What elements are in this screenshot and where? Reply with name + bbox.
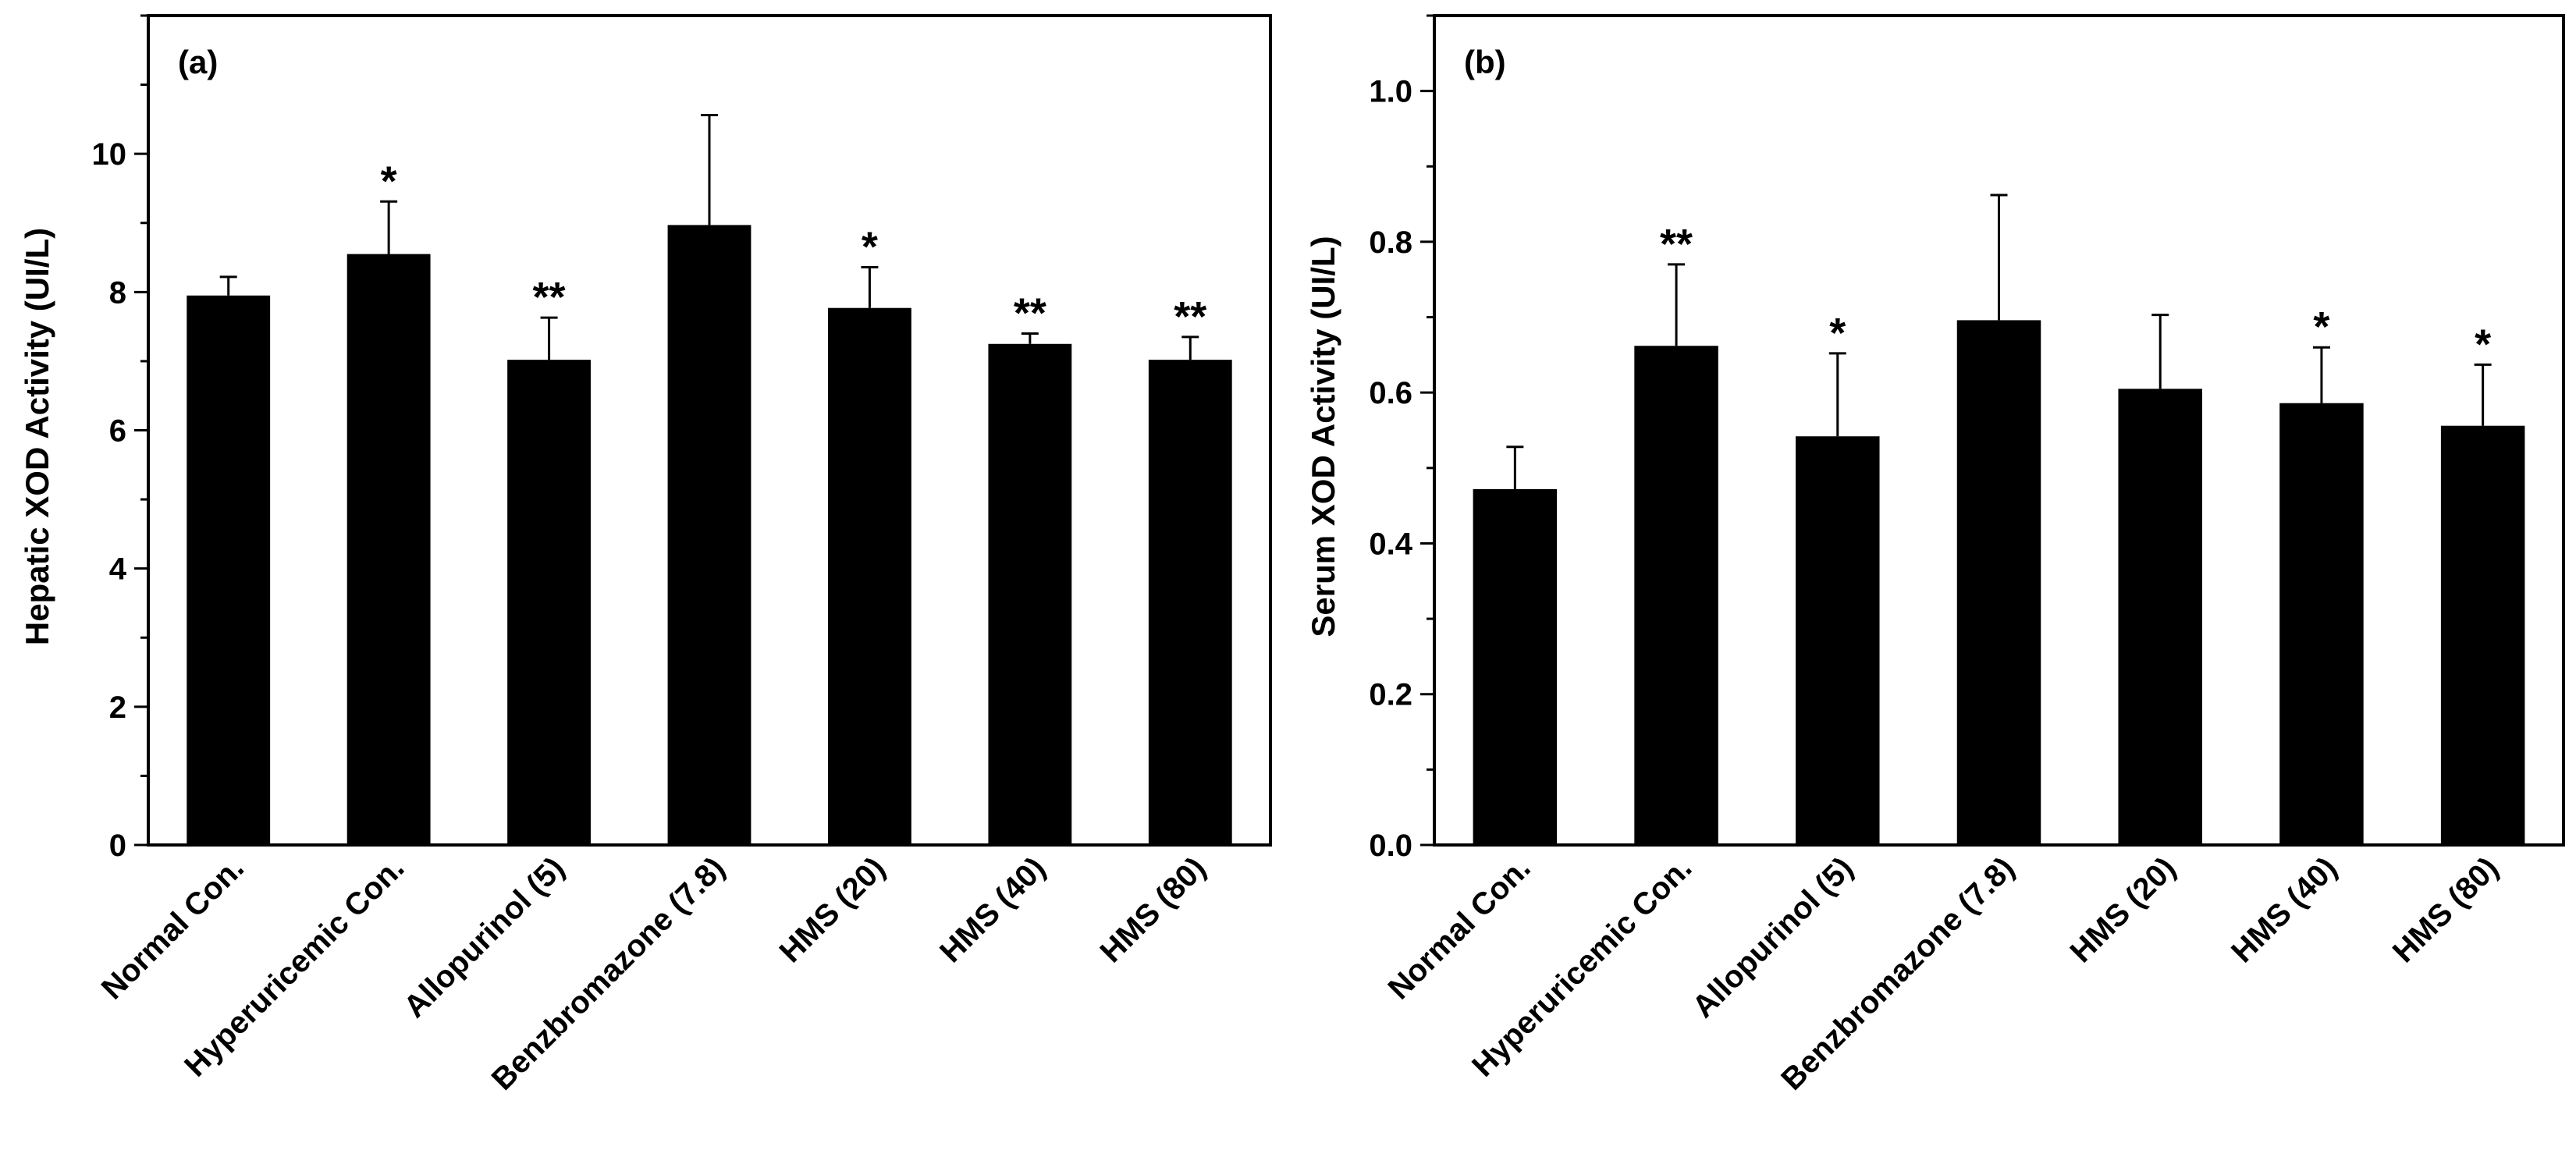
category-label-b-5: HMS (40) bbox=[2225, 850, 2343, 969]
y-tick-label-b-4: 0.8 bbox=[1369, 225, 1412, 260]
category-label-b-6: HMS (80) bbox=[2386, 850, 2505, 969]
category-label-b-4: HMS (20) bbox=[2063, 850, 2182, 969]
bar-a-5 bbox=[988, 343, 1072, 845]
bar-b-5 bbox=[2279, 403, 2364, 845]
bar-a-2 bbox=[507, 360, 591, 845]
chart-panel-a: Normal Con.*Hyperuricemic Con.**Allopuri… bbox=[19, 14, 1272, 1097]
significance-label-b-1: ** bbox=[1660, 221, 1693, 268]
bar-a-6 bbox=[1148, 360, 1232, 845]
y-tick-label-b-2: 0.4 bbox=[1369, 527, 1412, 561]
y-tick-label-a-4: 8 bbox=[109, 275, 126, 310]
significance-label-a-6: ** bbox=[1174, 293, 1206, 340]
category-label-b-0: Normal Con. bbox=[1381, 850, 1537, 1006]
significance-label-a-4: * bbox=[862, 223, 878, 270]
category-label-a-0: Normal Con. bbox=[95, 850, 250, 1006]
bar-b-2 bbox=[1796, 436, 1880, 845]
significance-label-b-2: * bbox=[1829, 310, 1846, 357]
category-label-a-2: Allopurinol (5) bbox=[397, 850, 571, 1024]
chart-panel-b: Normal Con.**Hyperuricemic Con.*Allopuri… bbox=[1305, 14, 2565, 1097]
category-label-b-2: Allopurinol (5) bbox=[1686, 850, 1860, 1024]
bar-a-1 bbox=[346, 254, 431, 845]
y-axis-title-b: Serum XOD Activity (UI/L) bbox=[1305, 236, 1341, 637]
panel-label-b: (b) bbox=[1464, 44, 1506, 80]
category-label-a-5: HMS (40) bbox=[933, 850, 1052, 969]
y-tick-label-a-5: 10 bbox=[92, 137, 127, 172]
y-tick-label-a-0: 0 bbox=[109, 829, 126, 863]
significance-label-b-6: * bbox=[2475, 321, 2491, 367]
significance-label-a-2: ** bbox=[533, 274, 566, 321]
significance-label-a-5: ** bbox=[1014, 289, 1046, 336]
bar-a-0 bbox=[187, 295, 271, 845]
significance-label-a-1: * bbox=[381, 158, 397, 204]
panel-label-a: (a) bbox=[178, 44, 218, 80]
plot-frame-a bbox=[147, 14, 1272, 847]
y-tick-label-a-3: 6 bbox=[109, 414, 126, 449]
y-tick-label-b-3: 0.6 bbox=[1369, 376, 1412, 410]
y-tick-label-b-5: 1.0 bbox=[1369, 75, 1412, 109]
category-label-a-4: HMS (20) bbox=[773, 850, 892, 969]
significance-label-b-5: * bbox=[2313, 304, 2329, 350]
bar-b-0 bbox=[1473, 488, 1558, 845]
bar-a-4 bbox=[828, 307, 911, 845]
y-axis-title-a: Hepatic XOD Activity (UI/L) bbox=[19, 228, 55, 645]
y-tick-label-a-2: 4 bbox=[109, 552, 127, 587]
y-tick-label-b-1: 0.2 bbox=[1369, 678, 1412, 712]
bar-b-1 bbox=[1634, 346, 1718, 845]
y-tick-label-b-0: 0.0 bbox=[1369, 829, 1412, 863]
category-label-a-6: HMS (80) bbox=[1094, 850, 1213, 969]
bar-b-3 bbox=[1956, 320, 2041, 846]
plot-frame-b bbox=[1433, 14, 2565, 847]
y-tick-label-a-1: 2 bbox=[109, 690, 126, 725]
bar-a-3 bbox=[667, 225, 751, 846]
bar-b-6 bbox=[2440, 425, 2525, 845]
bar-b-4 bbox=[2118, 389, 2202, 846]
